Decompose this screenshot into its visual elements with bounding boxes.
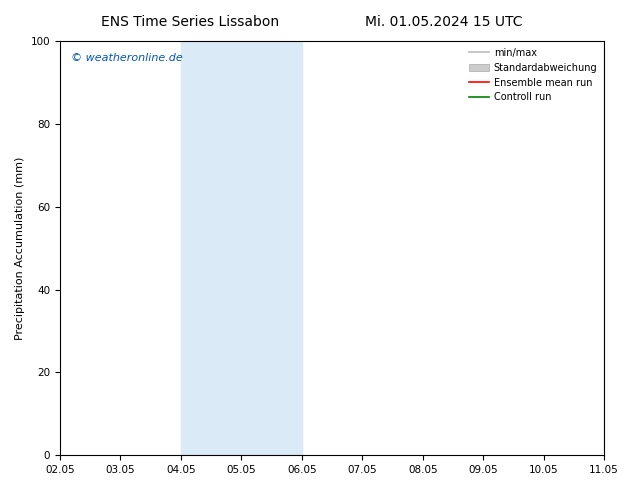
Text: ENS Time Series Lissabon: ENS Time Series Lissabon (101, 15, 279, 29)
Bar (604, 41, 634, 455)
Y-axis label: Precipitation Accumulation (mm): Precipitation Accumulation (mm) (15, 156, 25, 340)
Bar (181, 41, 302, 455)
Text: Mi. 01.05.2024 15 UTC: Mi. 01.05.2024 15 UTC (365, 15, 522, 29)
Legend: min/max, Standardabweichung, Ensemble mean run, Controll run: min/max, Standardabweichung, Ensemble me… (465, 44, 601, 106)
Text: © weatheronline.de: © weatheronline.de (71, 53, 183, 64)
